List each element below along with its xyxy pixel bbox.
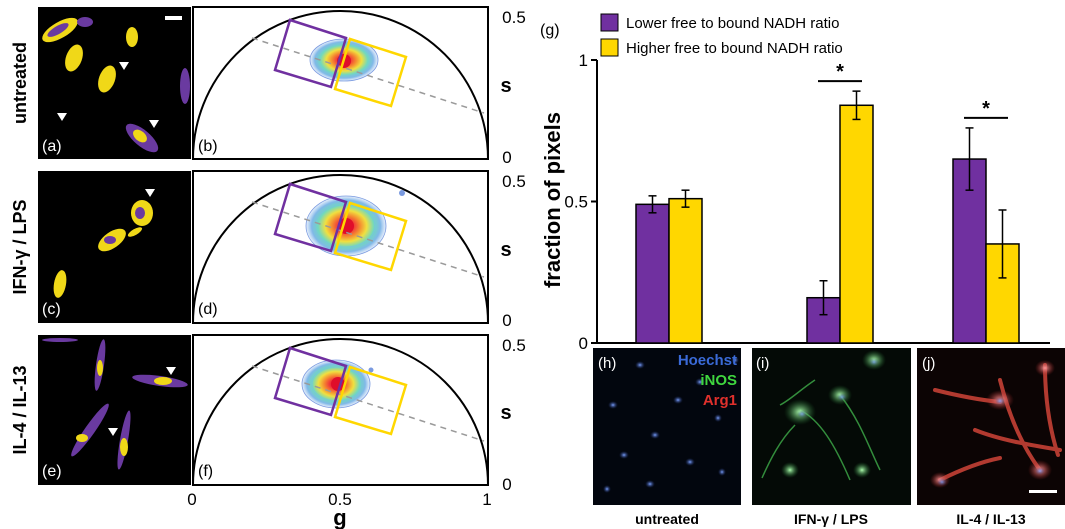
stain-label-inos: iNOS (700, 372, 737, 389)
dashed-phasor-line (251, 37, 485, 114)
micrograph-ifn-lps: (c) (38, 171, 191, 323)
y-tick-label: 1 (579, 51, 588, 70)
legend: Lower free to bound NADH ratio Higher fr… (600, 13, 843, 57)
dashed-phasor-line (251, 201, 485, 278)
panel-letter: (j) (922, 355, 935, 372)
s-axis-label: s (500, 75, 511, 97)
y-axis-label: fraction of pixels (540, 112, 565, 288)
panel-letter: (a) (42, 138, 62, 155)
phasor-plot-ifn-lps: (d) (192, 170, 489, 324)
legend-label-higher: Higher free to bound NADH ratio (626, 40, 843, 57)
panel-letter: (e) (42, 463, 62, 480)
scale-bar-icon (1029, 490, 1057, 493)
panel-letter: (b) (198, 138, 218, 155)
significance-star: * (836, 61, 844, 83)
row-label-untreated: untreated (10, 42, 30, 124)
s-tick-label: 0.5 (502, 336, 526, 355)
higher-ratio-box (333, 365, 408, 436)
lower-ratio-box (273, 346, 348, 417)
phasor-plot-untreated: (b) (192, 6, 489, 160)
lower-ratio-box (273, 182, 348, 253)
y-tick-label: 0 (579, 334, 588, 353)
s-tick-label: 0 (502, 475, 511, 494)
arrowhead-icon (145, 189, 155, 197)
arrowhead-icon (57, 113, 67, 121)
universal-circle (192, 174, 489, 324)
arrowhead-icon (119, 62, 129, 70)
arrowhead-icon (149, 120, 159, 128)
s-tick-label: 0.5 (502, 172, 526, 191)
phasor-s-axis: 0.5 s 0 0.5 s 0 0.5 s 0 (500, 8, 525, 494)
micrograph-il4-il13: (e) (38, 335, 191, 485)
panel-letter: (i) (756, 355, 769, 372)
s-tick-label: 0.5 (502, 8, 526, 27)
higher-ratio-box (333, 37, 408, 108)
s-axis-label: s (500, 239, 511, 261)
dashed-phasor-line (251, 365, 485, 442)
universal-circle (192, 10, 489, 160)
phasor-g-axis: 0 0.5 1 g (187, 490, 491, 529)
s-tick-label: 0 (502, 148, 511, 167)
panel-letter: (g) (540, 22, 560, 39)
row-label-il4-il13: IL-4 / IL-13 (10, 365, 30, 454)
bar-lower (635, 203, 670, 344)
scale-bar-icon (165, 16, 182, 20)
caption-il4-il13: IL-4 / IL-13 (956, 511, 1025, 527)
legend-swatch-higher (600, 38, 619, 57)
if-panel-ifn-lps: (i) (752, 348, 911, 505)
s-tick-label: 0 (502, 311, 511, 330)
y-tick-label: 0.5 (564, 193, 588, 212)
bar-higher (839, 104, 874, 344)
arrowhead-icon (166, 367, 176, 375)
bars: ** (635, 61, 1020, 344)
panel-letter: (h) (598, 355, 616, 372)
if-panel-il4-il13: (j) (917, 348, 1065, 505)
stain-label-hoechst: Hoechst (678, 352, 737, 369)
row-label-ifn-lps: IFN-γ / LPS (10, 199, 30, 294)
bar-higher (668, 197, 703, 344)
panel-letter: (c) (42, 301, 61, 318)
caption-untreated: untreated (635, 511, 699, 527)
phasor-plot-il4-il13: (f) (192, 334, 489, 486)
bar-chart: (g) fraction of pixels Lower free to bou… (540, 13, 1050, 353)
significance-star: * (982, 98, 990, 120)
legend-swatch-lower (600, 13, 619, 32)
panel-letter: (f) (198, 463, 213, 480)
stain-label-arg1: Arg1 (703, 392, 737, 409)
arrowhead-icon (108, 428, 118, 436)
legend-label-lower: Lower free to bound NADH ratio (626, 15, 839, 32)
caption-ifn-lps: IFN-γ / LPS (794, 511, 868, 527)
micrograph-untreated: (a) (38, 7, 191, 159)
g-tick-label: 1 (482, 490, 491, 509)
universal-circle (192, 338, 489, 486)
g-tick-label: 0.5 (328, 490, 352, 509)
panel-letter: (d) (198, 301, 218, 318)
g-axis-label: g (333, 505, 346, 529)
s-axis-label: s (500, 402, 511, 424)
lower-ratio-box (273, 18, 348, 89)
g-tick-label: 0 (187, 490, 196, 509)
higher-ratio-box (333, 201, 408, 272)
if-panel-untreated: (h) Hoechst iNOS Arg1 (593, 348, 741, 505)
